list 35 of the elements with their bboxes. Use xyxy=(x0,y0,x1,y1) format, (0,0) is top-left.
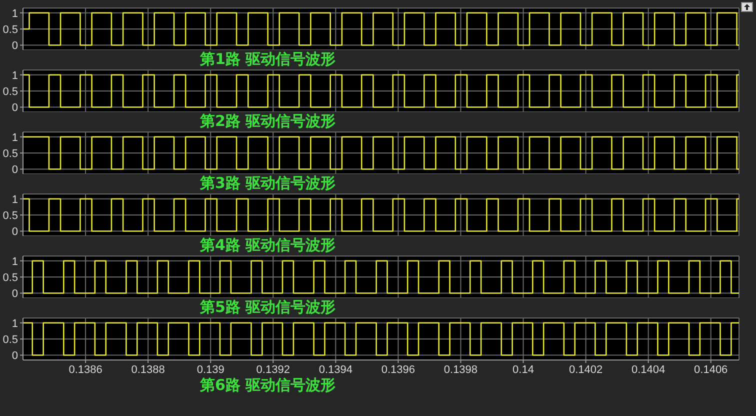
y-tick-label: 0.5 xyxy=(2,334,18,346)
text: 第2路 驱动信号波形 xyxy=(200,112,336,130)
y-tick-label: 0 xyxy=(12,350,18,362)
y-tick-label: 1 xyxy=(12,318,18,330)
y-tick-label: 0 xyxy=(12,226,18,238)
y-tick-label: 1 xyxy=(12,70,18,82)
x-tick-label: 0.1394 xyxy=(318,364,352,376)
y-tick-label: 1 xyxy=(12,132,18,144)
x-tick-label: 0.14 xyxy=(512,364,534,376)
x-tick-label: 0.1402 xyxy=(568,364,603,376)
text: 第4路 驱动信号波形 xyxy=(200,236,336,254)
x-tick-label: 0.1406 xyxy=(694,364,728,376)
x-tick-label: 0.1392 xyxy=(256,364,290,376)
y-tick-label: 0.5 xyxy=(2,86,18,98)
y-tick-label: 0.5 xyxy=(2,148,18,160)
x-tick-label: 0.1386 xyxy=(68,364,102,376)
y-tick-label: 0 xyxy=(12,102,18,114)
y-tick-label: 0.5 xyxy=(2,272,18,284)
text: 第1路 驱动信号波形 xyxy=(200,50,336,68)
y-tick-label: 1 xyxy=(12,256,18,268)
y-tick-label: 1 xyxy=(12,194,18,206)
text: 第5路 驱动信号波形 xyxy=(200,298,336,316)
x-tick-label: 0.139 xyxy=(196,364,224,376)
y-tick-label: 0.5 xyxy=(2,24,18,36)
text: 第3路 驱动信号波形 xyxy=(200,174,336,192)
y-tick-label: 0 xyxy=(12,288,18,300)
y-tick-label: 1 xyxy=(12,8,18,20)
y-tick-label: 0.5 xyxy=(2,210,18,222)
x-tick-label: 0.1398 xyxy=(444,364,478,376)
x-tick-label: 0.1396 xyxy=(381,364,416,376)
y-tick-label: 0 xyxy=(12,164,18,176)
x-tick-label: 0.1388 xyxy=(131,364,165,376)
text: 第6路 驱动信号波形 xyxy=(199,376,337,394)
y-tick-label: 0 xyxy=(12,40,18,52)
x-tick-label: 0.1404 xyxy=(632,364,666,376)
